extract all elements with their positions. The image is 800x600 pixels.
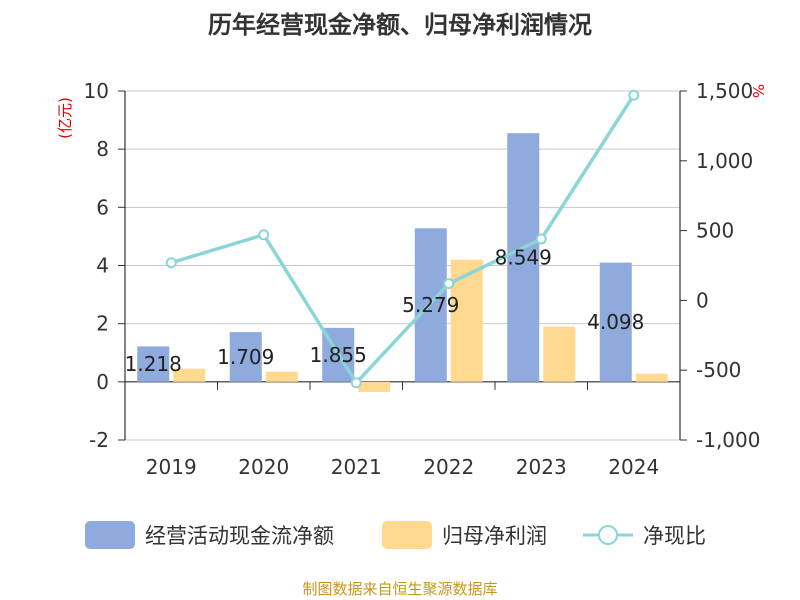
data-label: 1.855 (310, 343, 367, 367)
bars (137, 133, 668, 393)
legend: 经营活动现金流净额 归母净利润 净现比 (85, 521, 706, 549)
x-tick-label: 2022 (423, 455, 474, 479)
right-tick-label: -500 (696, 358, 741, 382)
ratio-point (350, 377, 362, 389)
right-tick-label: 1,500 (696, 79, 753, 103)
x-tick-label: 2020 (238, 455, 289, 479)
legend-label-ratio: 净现比 (643, 524, 706, 548)
left-tick-label: 8 (96, 137, 109, 161)
right-tick-label: 0 (696, 288, 709, 312)
axes: -2 0 2 4 6 8 10 -1,000 -500 0 500 1,000 1,500 2019 202… (84, 79, 761, 479)
legend-marker-ratio (598, 525, 618, 545)
ratio-point (535, 233, 547, 245)
bar-operating-cash-flow (599, 262, 632, 382)
right-axis-unit: % (749, 84, 767, 98)
right-tick-label: 1,000 (696, 149, 753, 173)
right-tick-label: 500 (696, 219, 734, 243)
ratio-point (258, 229, 270, 241)
left-tick-label: 4 (96, 254, 109, 278)
x-tick-label: 2023 (516, 455, 567, 479)
data-label: 5.279 (402, 293, 459, 317)
ratio-point (443, 278, 455, 290)
x-tick-label: 2021 (331, 455, 382, 479)
x-tick-label: 2024 (608, 455, 659, 479)
bar-net-profit (173, 368, 206, 382)
left-tick-label: 2 (96, 312, 109, 336)
chart-title: 历年经营现金净额、归母净利润情况 (208, 11, 592, 39)
left-tick-label: 6 (96, 195, 109, 219)
left-tick-label: 0 (96, 370, 109, 394)
legend-label-operating-cash-flow: 经营活动现金流净额 (145, 524, 334, 548)
data-label: 4.098 (587, 310, 644, 334)
bar-net-profit (450, 259, 483, 382)
bar-net-profit (265, 371, 298, 382)
left-tick-label: -2 (89, 428, 109, 452)
data-label: 1.218 (125, 352, 182, 376)
ratio-line-path (170, 94, 636, 386)
bar-operating-cash-flow (229, 332, 262, 382)
data-label: 8.549 (495, 246, 552, 270)
right-tick-label: -1,000 (696, 428, 760, 452)
ratio-line (165, 89, 640, 389)
bar-net-profit (358, 381, 391, 393)
ratio-point (165, 257, 177, 269)
legend-swatch-net-profit (382, 521, 432, 549)
left-tick-label: 10 (84, 79, 109, 103)
bar-net-profit (543, 326, 576, 382)
ratio-point (628, 89, 640, 101)
data-label: 1.709 (217, 345, 274, 369)
legend-swatch-operating-cash-flow (85, 521, 135, 549)
left-axis-unit: (亿元) (56, 97, 74, 139)
bar-operating-cash-flow (137, 346, 170, 382)
source-note: 制图数据来自恒生聚源数据库 (302, 580, 497, 598)
data-labels: 1.218 1.709 1.855 5.279 8.549 4.098 (125, 246, 645, 377)
legend-label-net-profit: 归母净利润 (442, 524, 547, 548)
bar-net-profit (635, 373, 668, 382)
x-tick-label: 2019 (146, 455, 197, 479)
bar-operating-cash-flow (507, 133, 540, 382)
